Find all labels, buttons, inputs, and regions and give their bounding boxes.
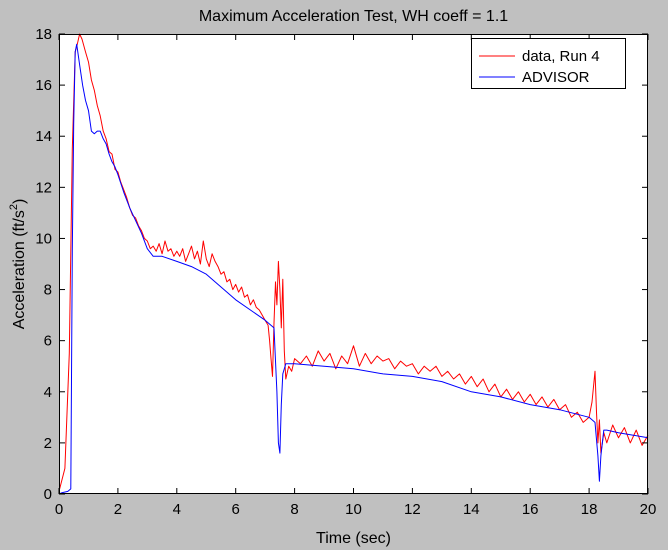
x-tick-label: 4 <box>173 501 181 518</box>
y-axis-label-superscript: 2 <box>8 204 20 210</box>
y-tick-label: 12 <box>35 179 52 196</box>
y-axis-label-main: Acceleration (ft/s <box>11 210 28 329</box>
x-tick-label: 18 <box>581 501 598 518</box>
y-tick-label: 0 <box>44 486 52 503</box>
series-layer <box>58 33 649 495</box>
y-tick-label: 14 <box>35 128 52 145</box>
x-tick-label: 8 <box>290 501 298 518</box>
y-tick-label: 4 <box>44 384 52 401</box>
legend: data, Run 4 ADVISOR <box>471 38 626 89</box>
chart-title: Maximum Acceleration Test, WH coeff = 1.… <box>199 8 508 25</box>
y-axis-label-close: ) <box>11 199 28 204</box>
x-tick-label: 20 <box>640 501 657 518</box>
y-tick-label: 8 <box>44 282 52 299</box>
series-line-advisor <box>58 43 649 495</box>
x-tick-label: 16 <box>522 501 539 518</box>
x-tick-label: 6 <box>232 501 240 518</box>
y-tick-label: 16 <box>35 77 52 94</box>
legend-label-advisor: ADVISOR <box>522 69 590 86</box>
legend-label-data-run-4: data, Run 4 <box>522 48 600 65</box>
y-tick-label: 2 <box>44 435 52 452</box>
y-axis-label: Acceleration (ft/s2) <box>8 199 28 330</box>
x-axis: 0 2 4 6 8 10 12 14 16 18 20 <box>55 34 657 518</box>
y-tick-label: 18 <box>35 26 52 43</box>
x-tick-label: 0 <box>55 501 63 518</box>
series-line-data-run-4 <box>58 33 649 492</box>
y-tick-label: 6 <box>44 333 52 350</box>
x-axis-label: Time (sec) <box>316 530 391 547</box>
legend-box <box>471 38 626 89</box>
x-tick-label: 2 <box>114 501 122 518</box>
x-tick-label: 12 <box>404 501 421 518</box>
x-tick-label: 14 <box>463 501 480 518</box>
y-axis: 0 2 4 6 8 10 12 14 16 18 <box>35 26 648 503</box>
y-tick-label: 10 <box>35 230 52 247</box>
x-tick-label: 10 <box>345 501 362 518</box>
plot-area <box>59 34 648 494</box>
